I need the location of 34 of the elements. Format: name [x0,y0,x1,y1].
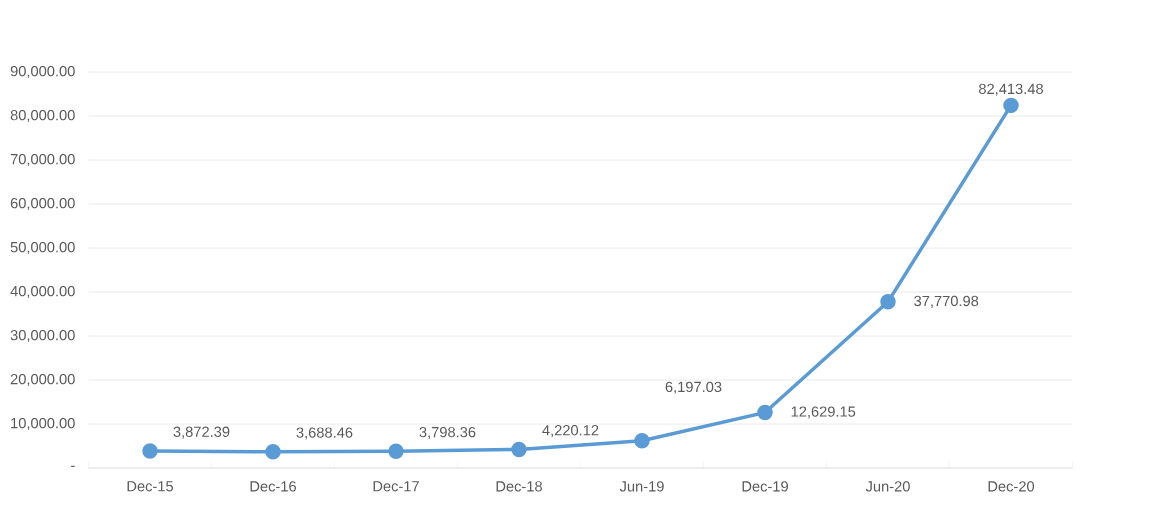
x-tick-label: Dec-18 [496,481,542,492]
point [757,404,773,421]
point [634,433,650,449]
y-tick-label: - [71,465,75,468]
data-label: 12,629.15 [791,406,856,419]
data-label: 3,798.36 [419,427,476,440]
data-label: 6,197.03 [665,381,722,394]
x-tick-label: Jun-20 [865,481,910,492]
y-tick-label: 40,000.00 [10,286,75,299]
data-label: 82,413.48 [979,83,1043,96]
point [511,441,527,458]
point [388,443,404,460]
y-tick-label: 30,000.00 [10,330,75,343]
y-tick-label: 50,000.00 [10,242,75,255]
data-label: 37,770.98 [914,295,979,309]
point [142,443,158,459]
y-tick-label: 90,000.00 [10,66,75,79]
point [1003,97,1019,114]
data-label: 3,688.46 [296,427,353,440]
x-tick-label: Jun-19 [619,481,664,492]
y-tick-label: 20,000.00 [10,374,75,387]
data-label: 3,872.39 [173,426,230,439]
y-tick-label: 10,000.00 [11,418,75,431]
x-tick-label: Dec-16 [250,481,296,492]
data-label: 4,220.12 [542,425,599,438]
x-tick-label: Dec-20 [988,481,1035,492]
y-tick-label: 60,000.00 [10,198,75,211]
y-tick-label: 80,000.00 [10,110,75,123]
x-tick-label: Dec-19 [742,481,788,492]
x-tick-label: Dec-15 [127,481,174,492]
point [880,294,896,310]
x-tick-label: Dec-17 [373,481,419,492]
point [265,444,281,460]
y-tick-label: 70,000.00 [10,154,75,167]
